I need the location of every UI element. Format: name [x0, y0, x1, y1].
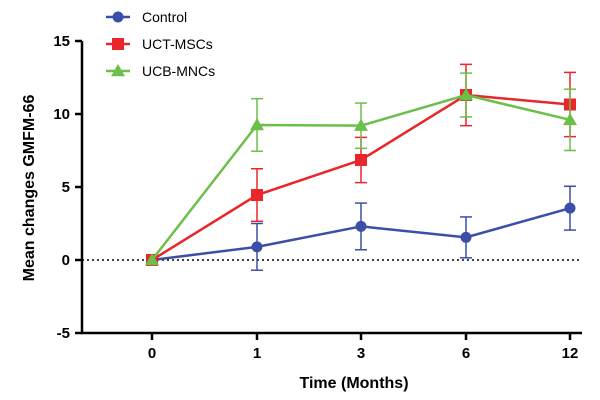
- series-group: [145, 63, 577, 271]
- legend-marker: [112, 38, 124, 50]
- series-ucb-mncs: [145, 72, 577, 266]
- x-tick-label: 3: [357, 345, 365, 362]
- data-point: [354, 118, 368, 131]
- x-tick-label: 12: [562, 345, 579, 362]
- data-point: [250, 117, 264, 131]
- legend-marker: [111, 64, 125, 77]
- y-tick-label: 15: [53, 33, 70, 50]
- data-point: [251, 241, 263, 253]
- legend-item-control: Control: [106, 9, 187, 25]
- data-point: [459, 88, 473, 101]
- x-axis-title: Time (Months): [299, 375, 408, 392]
- y-tick-label: -5: [57, 325, 70, 342]
- legend-label: UCB-MNCs: [142, 63, 215, 79]
- legend-item-uct-mscs: UCT-MSCs: [106, 36, 213, 52]
- data-point: [355, 153, 367, 166]
- x-tick-label: 1: [253, 345, 261, 362]
- legend-label: UCT-MSCs: [142, 36, 213, 52]
- series-control: [146, 185, 576, 271]
- x-tick-label: 0: [148, 345, 156, 362]
- y-tick-label: 0: [62, 252, 70, 269]
- y-tick-label: 10: [53, 106, 70, 123]
- data-point: [563, 112, 577, 126]
- y-tick-label: 5: [62, 179, 70, 196]
- data-point: [355, 220, 367, 232]
- legend: Control UCT-MSCs UCB-MNCs: [106, 9, 215, 79]
- data-point: [251, 189, 263, 202]
- data-point: [460, 231, 472, 243]
- y-axis-title: Mean changes GMFM-66: [21, 95, 38, 282]
- legend-item-ucb-mncs: UCB-MNCs: [106, 63, 215, 79]
- x-tick-label: 6: [462, 345, 470, 362]
- data-point: [145, 253, 159, 266]
- axes: -5 0 5 10 15 0 1 3 6 12: [53, 33, 582, 362]
- legend-label: Control: [142, 9, 187, 25]
- legend-marker: [112, 11, 124, 23]
- data-point: [564, 202, 576, 214]
